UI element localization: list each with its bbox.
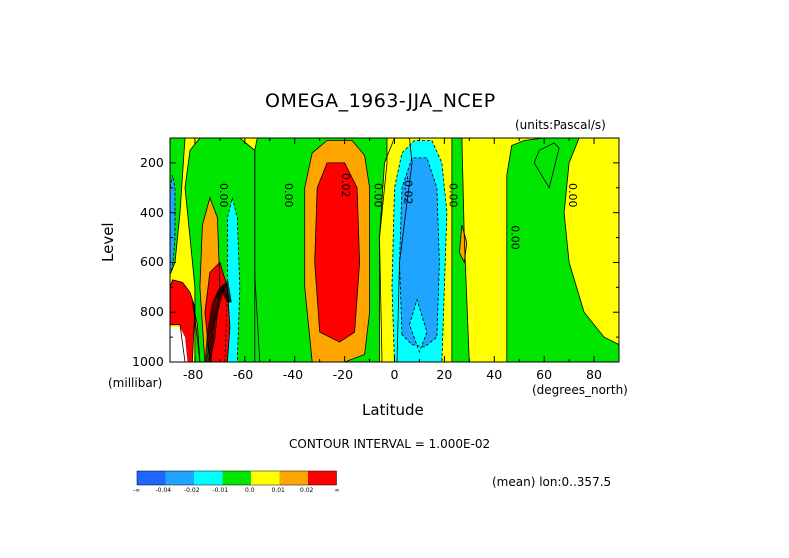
contour-line-7 (533, 142, 560, 189)
colorbar-swatch-3 (222, 471, 251, 485)
region-green-6 (506, 138, 619, 362)
contour-line-12 (409, 298, 428, 354)
colorbar-swatch-6 (308, 471, 337, 485)
contour-line-1 (184, 138, 261, 362)
contour-line-8 (304, 140, 371, 362)
dense-contour-5 (208, 282, 231, 362)
contour-label-6: 0.00 (509, 225, 522, 250)
colorbar-label: -0.04 (155, 487, 172, 494)
y-tick-label: 400 (140, 204, 164, 220)
contour-line-20 (192, 302, 201, 362)
colorbar-swatch-5 (279, 471, 308, 485)
colorbar-label: -0.02 (184, 487, 200, 494)
contour-line-14 (224, 197, 241, 362)
y-tick-label: 600 (140, 254, 164, 270)
contour-line-6 (506, 138, 619, 362)
contour-line-17 (170, 279, 196, 362)
colorbar-swatch-0 (137, 471, 166, 485)
contour-line-9 (314, 162, 361, 343)
colorbar-label: 0.02 (300, 487, 314, 494)
x-axis-title: Latitude (362, 401, 424, 419)
x-tick-label: 40 (486, 367, 503, 382)
region-white-18 (170, 327, 188, 362)
y-units-label: (millibar) (108, 376, 163, 390)
colorbar-label: -0.01 (212, 487, 229, 494)
x-tick-label: 60 (536, 367, 553, 382)
contour-line-layer (170, 138, 619, 362)
x-tick-label: 0 (390, 367, 399, 382)
region-blue-11 (399, 157, 440, 348)
x-tick-label: 20 (436, 367, 453, 382)
dense-contour-2 (206, 285, 229, 362)
y-tick-label: 800 (140, 304, 164, 320)
colorbar-label: -∞ (133, 487, 141, 494)
contour-label-1: 0.00 (282, 183, 295, 208)
mean-lon-footnote: (mean) lon:0..357.5 (492, 475, 612, 489)
units-label: (units:Pascal/s) (515, 118, 606, 132)
region-red-9 (314, 162, 360, 343)
x-tick-label: -40 (282, 367, 304, 382)
y-tick-label: 200 (140, 154, 164, 170)
contour-label-3: 0.00 (372, 183, 385, 208)
contour-label-layer: 0.00 0.00 0.02 0.00 -0.02 0.00 0.00 0.00 (217, 173, 579, 250)
contour-line-11 (399, 157, 440, 348)
contour-line-4 (170, 138, 186, 362)
x-tick-label: -20 (332, 367, 354, 382)
colorbar-swatch-2 (194, 471, 223, 485)
contour-line-10 (391, 140, 448, 362)
contour-interval-text: CONTOUR INTERVAL = 1.000E-02 (289, 437, 491, 451)
contour-label-0: 0.00 (217, 183, 230, 208)
y-tick-label: 1000 (132, 354, 164, 369)
region-red-17 (170, 279, 195, 362)
x-units-label: (degrees_north) (532, 383, 628, 397)
contour-line-2 (254, 138, 388, 362)
contour-line-16 (204, 261, 231, 362)
colorbar-outline (136, 470, 337, 486)
dense-contour-4 (207, 283, 230, 362)
x-tick-label: 80 (586, 367, 602, 382)
chart-title: OMEGA_1963-JJA_NCEP (265, 90, 496, 112)
colorbar-swatch-1 (165, 471, 194, 485)
dense-contour-7 (209, 281, 232, 362)
contour-label-5: 0.00 (446, 183, 459, 208)
contour-line-15 (170, 175, 176, 273)
dense-contour-8 (210, 280, 232, 362)
colorbar-swatch-4 (251, 471, 280, 485)
contour-label-2: 0.02 (339, 173, 352, 198)
colorbar-label: 0.01 (271, 487, 285, 494)
x-tick-label: -60 (232, 367, 254, 382)
colorbar-label: 0.0 (245, 487, 255, 494)
contour-line-3 (379, 138, 413, 362)
contour-line-19 (458, 224, 468, 264)
dense-contour-3 (206, 284, 230, 362)
contour-fill-layer (170, 138, 619, 362)
contour-line-5 (451, 138, 470, 362)
contour-label-4: -0.02 (401, 176, 414, 204)
region-green-7 (534, 143, 560, 188)
colorbar (136, 470, 337, 486)
x-tick-label: -80 (182, 367, 204, 382)
dense-contour-6 (209, 281, 231, 362)
y-axis-title: Level (99, 222, 117, 262)
region-cyan-12 (409, 299, 427, 352)
contour-label-7: 0.00 (566, 183, 579, 208)
colorbar-label: ∞ (334, 487, 340, 494)
tick-marks (169, 137, 620, 363)
